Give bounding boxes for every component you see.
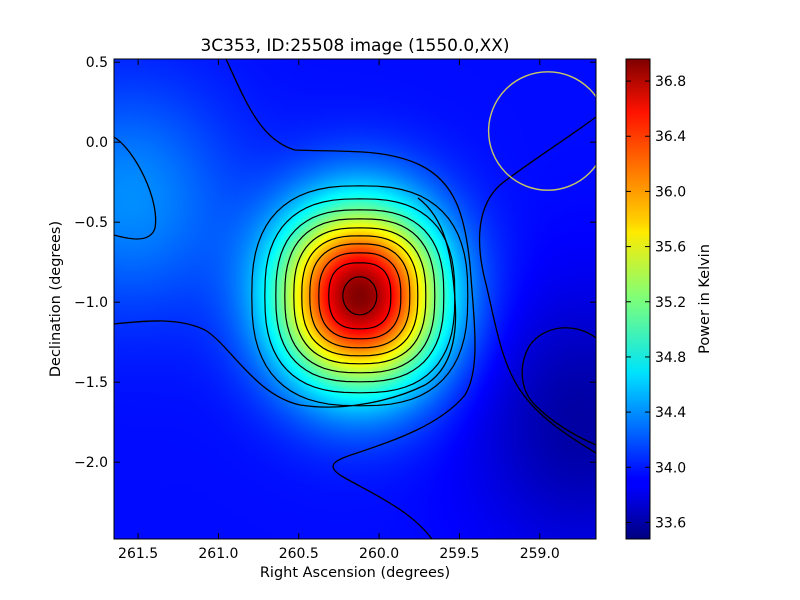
colorbar-tick-label: 34.4	[655, 405, 686, 421]
x-tick-label: 259.0	[520, 546, 560, 562]
source-contour	[342, 276, 378, 316]
source-contour	[264, 198, 456, 394]
colorbar-tick-label: 35.2	[655, 295, 686, 311]
source-contour	[309, 243, 411, 349]
x-tick-label: 260.5	[279, 546, 319, 562]
heatmap-image	[114, 59, 596, 539]
y-axis-ticks: 0.5 0.0 −0.5 −1.0 −1.5 −2.0	[74, 55, 596, 471]
source-contour	[251, 185, 469, 407]
contour-right-blob	[478, 116, 596, 454]
contour-bottom-right	[521, 327, 596, 446]
y-tick-label: 0.5	[86, 55, 108, 71]
colorbar-label: Power in Kelvin	[697, 244, 713, 354]
plot-area: 261.5 261.0 260.5 260.0 259.5 259.0 0.5 0.0 −0.…	[74, 55, 597, 562]
colorbar-tick-label: 36.8	[655, 74, 686, 90]
x-tick-label: 260.0	[359, 546, 399, 562]
x-axis-label: Right Ascension (degrees)	[260, 565, 450, 581]
colorbar-tick-label: 36.4	[655, 129, 686, 145]
y-tick-label: −2.0	[74, 455, 108, 471]
y-tick-label: 0.0	[86, 135, 108, 151]
x-tick-label: 261.0	[198, 546, 238, 562]
contour-outer-top	[225, 59, 476, 539]
x-axis-ticks: 261.5 261.0 260.5 260.0 259.5 259.0	[118, 59, 560, 562]
source-contour	[328, 262, 392, 330]
colorbar-tick-label: 34.8	[655, 350, 686, 366]
colorbar-ticks: 33.6 34.0 34.4 34.8 35.2 35.6 36.0 36.4 36.8	[626, 74, 686, 531]
source-contour	[318, 252, 402, 340]
colorbar: 33.6 34.0 34.4 34.8 35.2 35.6 36.0 36.4 36.8 Pow…	[625, 58, 713, 540]
chart-title: 3C353, ID:25508 image (1550.0,XX)	[200, 36, 509, 56]
x-tick-label: 261.5	[118, 546, 158, 562]
colorbar-tick-label: 35.6	[655, 240, 686, 256]
source-contour	[293, 227, 427, 365]
colorbar-tick-label: 33.6	[655, 515, 686, 531]
y-tick-label: −0.5	[74, 215, 108, 231]
plot-frame	[113, 58, 597, 540]
contour-layer	[114, 59, 596, 539]
beam-circle	[487, 71, 596, 191]
y-tick-label: −1.5	[74, 375, 108, 391]
source-contour	[275, 209, 445, 383]
colorbar-tick-label: 34.0	[655, 460, 686, 476]
contour-outer-left	[114, 136, 157, 240]
source-contour	[284, 218, 436, 374]
y-tick-label: −1.0	[74, 295, 108, 311]
source-contour	[301, 235, 419, 357]
y-axis-label: Declination (degrees)	[48, 221, 64, 377]
source-contours	[251, 185, 469, 407]
colorbar-gradient	[625, 58, 651, 540]
x-tick-label: 259.5	[439, 546, 479, 562]
colorbar-tick-label: 36.0	[655, 184, 686, 200]
